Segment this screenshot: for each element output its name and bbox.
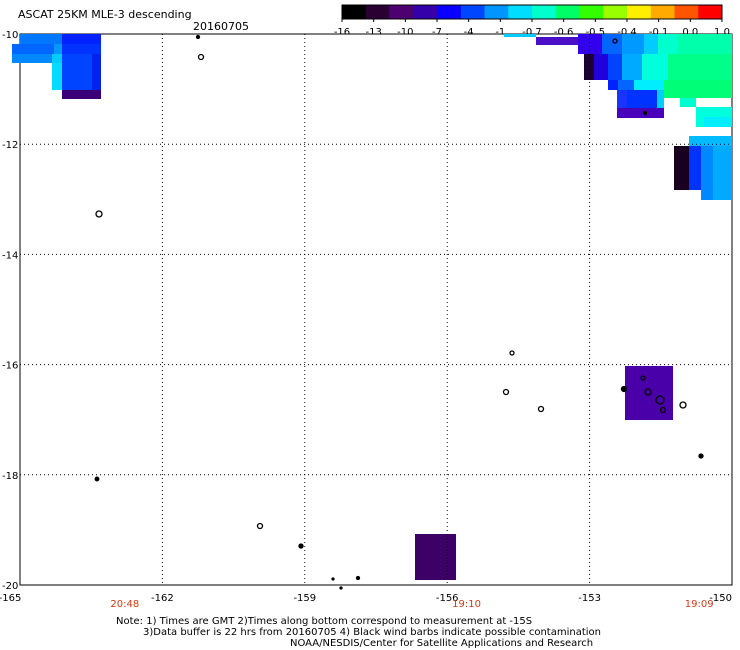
longitude-labels: -165 -162 -159 -156 -153 -150 [0,593,732,604]
latitude-label: -14 [2,250,18,261]
colorbar-swatch [555,5,580,19]
time-label: 20:48 [110,599,140,610]
colorbar-swatches [342,5,723,19]
colorbar-tick-label: -0.7 [522,27,542,38]
note-line-1: Note: 1) Times are GMT 2)Times along bot… [116,616,533,627]
islands [94,34,704,590]
colorbar-swatch [365,5,390,19]
graticule [20,34,732,585]
colorbar-swatch [603,5,628,19]
colorbar-swatch [460,5,485,19]
data-cell-east [625,366,673,420]
colorbar-swatch [413,5,438,19]
colorbar-swatch [484,5,509,19]
longitude-label: -162 [151,593,174,604]
product-date: 20160705 [193,20,249,33]
product-title: ASCAT 25KM MLE-3 descending [18,8,192,21]
colorbar-swatch [532,5,557,19]
colorbar-swatch [389,5,414,19]
colorbar-tick-label: -0.4 [617,27,637,38]
colorbar-tick-label: -0.1 [649,27,669,38]
colorbar-tick-label: -7 [432,27,442,38]
colorbar-swatch [437,5,462,19]
colorbar-swatch [627,5,652,19]
time-label: 19:09 [684,599,714,610]
note-line-3: NOAA/NESDIS/Center for Satellite Applica… [290,638,594,649]
colorbar: -16 -13 -10 -7 -4 -1 -0.7 -0.6 -0.5 -0.4 -0.1 0.0 1.… [334,4,730,38]
colorbar-swatch [508,5,533,19]
colorbar-tick-label: -0.5 [586,27,606,38]
latitude-label: -20 [2,581,18,592]
colorbar-tick-label: -16 [334,27,350,38]
map-frame [19,33,733,586]
data-cell-south [415,534,456,580]
time-label: 19:10 [452,599,481,610]
colorbar-swatch [650,5,675,19]
colorbar-swatch [579,5,604,19]
colorbar-labels: -16 -13 -10 -7 -4 -1 -0.7 -0.6 -0.5 -0.4 -0.1 0.0 1.… [334,19,730,38]
colorbar-swatch [342,5,367,19]
colorbar-tick-label: -13 [365,27,381,38]
longitude-label: -156 [436,593,459,604]
colorbar-tick-label: -0.6 [554,27,574,38]
colorbar-swatch [698,5,723,19]
latitude-label: -10 [2,30,18,41]
longitude-label: -159 [293,593,316,604]
longitude-label: -153 [578,593,601,604]
latitude-label: -18 [2,471,18,482]
latitude-label: -16 [2,361,18,372]
latitude-label: -12 [2,140,18,151]
colorbar-tick-label: 0.0 [682,27,698,38]
longitude-label: -150 [709,593,732,604]
colorbar-tick-label: -10 [397,27,413,38]
colorbar-swatch [674,5,699,19]
longitude-label: -165 [0,593,21,604]
colorbar-tick-label: -1 [495,27,505,38]
latitude-labels: -10 -12 -14 -16 -18 -20 [2,30,18,592]
colorbar-tick-label: 1.0 [714,27,730,38]
swath-data-right [504,34,732,200]
swath-data-left [12,34,101,99]
colorbar-tick-label: -4 [464,27,474,38]
note-line-2: 3)Data buffer is 22 hrs from 20160705 4)… [143,627,601,638]
